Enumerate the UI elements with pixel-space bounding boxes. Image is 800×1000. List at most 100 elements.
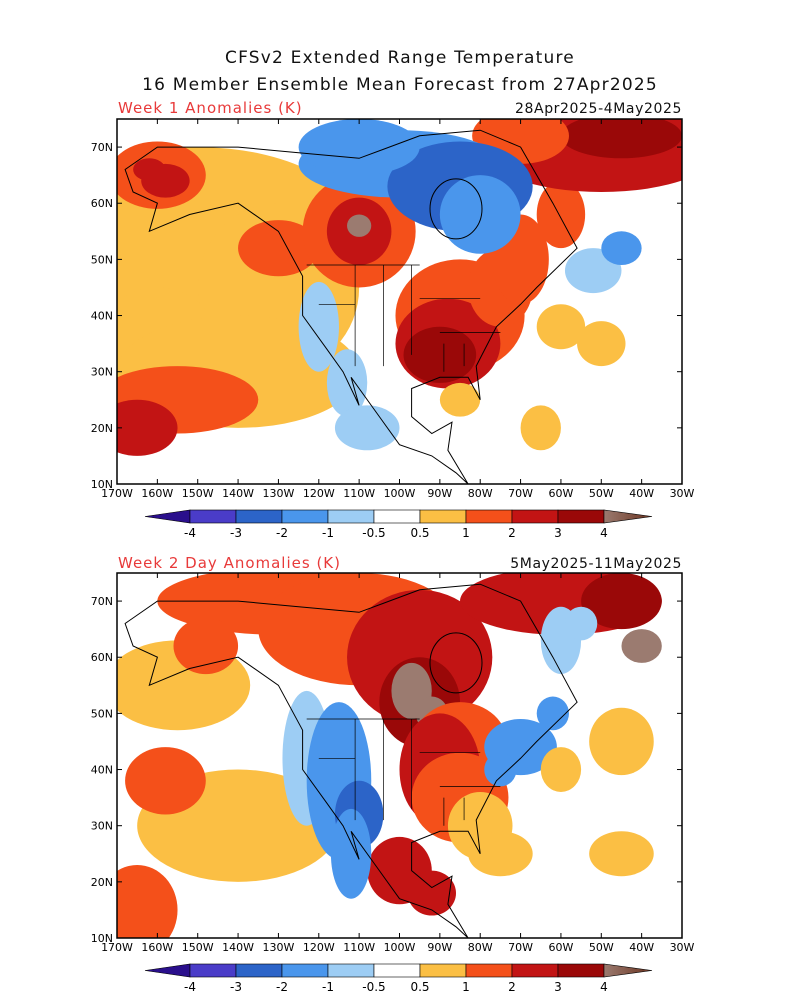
anomaly-region — [347, 214, 372, 237]
anomaly-region — [403, 326, 477, 383]
lon-label: 30W — [670, 487, 695, 500]
lat-label: 60N — [91, 651, 113, 664]
colorbar-label: -2 — [276, 526, 288, 540]
colorbar-segment — [511, 963, 559, 978]
anomaly-region — [133, 158, 166, 181]
anomaly-region — [536, 180, 586, 249]
colorbar-segment — [465, 963, 513, 978]
lon-label: 40W — [629, 487, 654, 500]
panel1-label: Week 1 Anomalies (K) — [118, 99, 303, 117]
lon-label: 170W — [101, 487, 133, 500]
lat-label: 40N — [91, 764, 113, 777]
hudson-bay-outline — [429, 178, 483, 240]
lat-label: 30N — [91, 820, 113, 833]
lon-label: 110W — [343, 941, 375, 954]
anomaly-region — [173, 617, 239, 675]
colorbar-segment — [281, 963, 329, 978]
lon-label: 130W — [262, 941, 294, 954]
colorbar-label: 1 — [462, 526, 470, 540]
colorbar-segment — [189, 963, 237, 978]
lon-label: 50W — [589, 487, 614, 500]
lon-label: 120W — [303, 487, 335, 500]
lon-label: 80W — [468, 487, 493, 500]
anomaly-region — [484, 752, 517, 787]
colorbar-label: 0.5 — [410, 980, 429, 994]
anomaly-field — [117, 573, 662, 938]
anomaly-field — [117, 119, 682, 456]
colorbar-label: 1 — [462, 980, 470, 994]
panel2-label: Week 2 Day Anomalies (K) — [118, 554, 341, 572]
colorbar-label: -1 — [322, 526, 334, 540]
lon-label: 130W — [262, 487, 294, 500]
lon-label: 110W — [343, 487, 375, 500]
lon-label: 40W — [629, 941, 654, 954]
lat-label: 20N — [91, 422, 113, 435]
lon-label: 140W — [222, 941, 254, 954]
lon-label: 150W — [182, 487, 214, 500]
colorbar-label: -1 — [322, 980, 334, 994]
lon-label: 160W — [141, 941, 173, 954]
colorbar-label: 2 — [508, 980, 516, 994]
colorbar-label: 3 — [554, 526, 562, 540]
colorbar-label: -3 — [230, 980, 242, 994]
anomaly-region — [601, 231, 642, 265]
lon-label: 60W — [548, 941, 573, 954]
anomaly-region — [117, 865, 178, 938]
lon-label: 70W — [508, 941, 533, 954]
lon-label: 90W — [427, 941, 452, 954]
lon-label: 100W — [384, 487, 416, 500]
anomaly-region — [238, 220, 319, 277]
anomaly-region — [540, 747, 582, 792]
colorbar-segment — [603, 509, 653, 524]
anomaly-region — [560, 119, 682, 159]
colorbar-label: 2 — [508, 526, 516, 540]
lon-label: 170W — [101, 941, 133, 954]
colorbar-segment — [557, 963, 605, 978]
anomaly-region — [468, 831, 533, 877]
anomaly-region — [621, 629, 662, 663]
anomaly-region — [536, 696, 569, 731]
anomaly-region — [536, 304, 586, 350]
colorbar-segment — [603, 963, 653, 978]
lon-label: 60W — [548, 487, 573, 500]
colorbar-label: -4 — [184, 526, 196, 540]
anomaly-region — [439, 382, 481, 417]
lon-label: 120W — [303, 941, 335, 954]
colorbar-label: 4 — [600, 980, 608, 994]
anomaly-region — [439, 175, 521, 254]
coastline — [124, 583, 578, 938]
anomaly-region — [581, 573, 662, 630]
colorbar-label: 4 — [600, 526, 608, 540]
anomaly-region — [520, 405, 561, 451]
lat-label: 30N — [91, 366, 113, 379]
anomaly-region — [330, 808, 372, 899]
colorbar-label: -2 — [276, 980, 288, 994]
lat-label: 50N — [91, 707, 113, 720]
colorbar-segment — [235, 963, 283, 978]
state-borders — [306, 264, 501, 372]
anomaly-region — [334, 405, 400, 451]
lon-label: 70W — [508, 487, 533, 500]
anomaly-region — [407, 870, 456, 916]
colorbar: -4 -3 -2 -1 -0.5 0.5 1 2 3 4 — [144, 509, 653, 540]
colorbar: -4 -3 -2 -1 -0.5 0.5 1 2 3 4 — [144, 963, 653, 994]
lat-label: 60N — [91, 197, 113, 210]
lon-label: 140W — [222, 487, 254, 500]
lat-label: 20N — [91, 876, 113, 889]
colorbar-label: -0.5 — [362, 980, 385, 994]
anomaly-region — [298, 119, 420, 176]
colorbar-label: -4 — [184, 980, 196, 994]
lon-label: 150W — [182, 941, 214, 954]
lat-label: 70N — [91, 595, 113, 608]
colorbar-segment — [144, 963, 191, 978]
lat-label: 10N — [91, 478, 113, 491]
colorbar-label: 0.5 — [410, 526, 429, 540]
anomaly-region — [589, 707, 654, 776]
lon-label: 80W — [468, 941, 493, 954]
panel2-dates: 5May2025-11May2025 — [510, 556, 682, 572]
lon-label: 30W — [670, 941, 695, 954]
lon-label: 160W — [141, 487, 173, 500]
week1-anomaly-map: 170W 160W 150W 140W 130W 120W 110W 100W 90W 80W 70… — [91, 118, 695, 540]
lon-label: 100W — [384, 941, 416, 954]
